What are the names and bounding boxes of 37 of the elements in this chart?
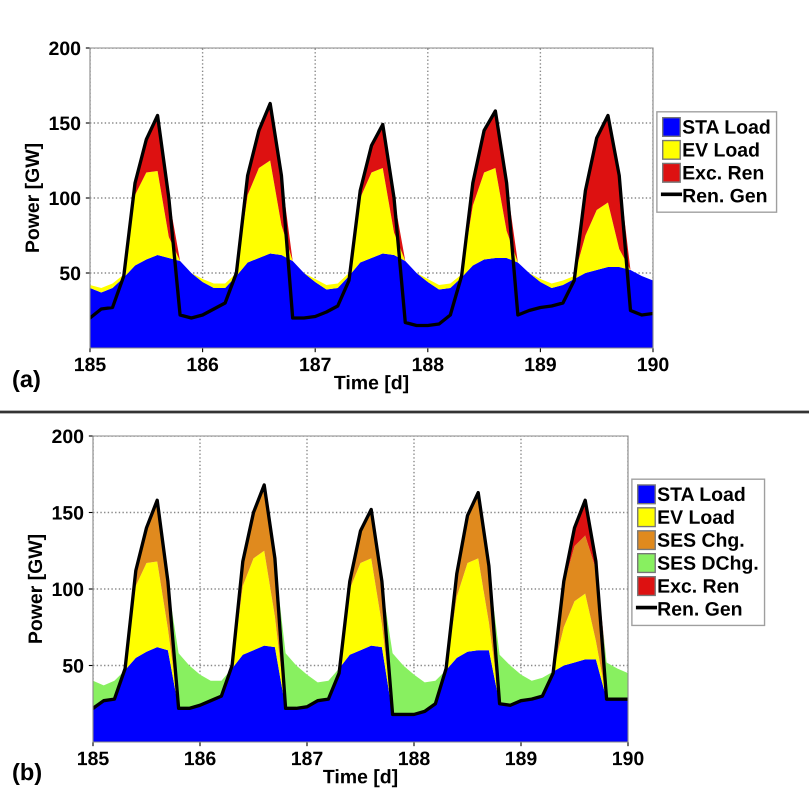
legend-label: STA Load	[658, 486, 744, 502]
x-tick-label: 185	[75, 358, 106, 372]
y-tick-label: 150	[52, 506, 84, 520]
y-tick-label: 100	[50, 191, 80, 206]
y-tick-label: 50	[60, 266, 80, 280]
y-axis-title: Power [GW]	[24, 144, 43, 252]
legend-label: Exc. Ren	[658, 579, 738, 593]
x-tick-label: 188	[399, 752, 430, 766]
x-tick-label: 185	[78, 752, 109, 766]
legend-label: STA Load	[682, 120, 770, 134]
y-tick-label: 100	[52, 582, 84, 596]
text: (b)	[13, 762, 41, 785]
y-tick-label: 200	[49, 41, 80, 56]
legend-label: SES DChg.	[658, 556, 758, 574]
x-tick-label: 186	[185, 752, 216, 766]
legend-label: Ren. Gen	[683, 188, 766, 202]
x-tick-label: 189	[506, 752, 536, 766]
line-series	[90, 102, 653, 328]
y-tick-label: 150	[50, 116, 80, 130]
x-tick-label: 190	[613, 752, 644, 766]
legend-label: EV Load	[683, 142, 759, 157]
y-tick-label: 200	[52, 429, 84, 444]
text: (a)	[13, 370, 40, 392]
x-tick-label: 187	[300, 358, 331, 372]
legend-label: SES Chg.	[658, 532, 744, 551]
x-tick-label: 186	[188, 358, 218, 372]
x-tick-label: 187	[292, 752, 322, 766]
x-tick-label: 190	[638, 358, 668, 372]
legend-label: EV Load	[658, 510, 734, 524]
legend-label: Ren. Gen	[658, 602, 742, 616]
legend-label: Exc. Ren	[683, 166, 764, 180]
x-tick-label: 188	[412, 358, 444, 372]
y-axis-title: Power [GW]	[28, 535, 46, 643]
x-tick-label: 189	[525, 358, 556, 372]
y-tick-label: 50	[62, 658, 84, 673]
x-axis-title: Time [d]	[334, 375, 408, 394]
x-axis-title: Time [d]	[323, 769, 398, 788]
